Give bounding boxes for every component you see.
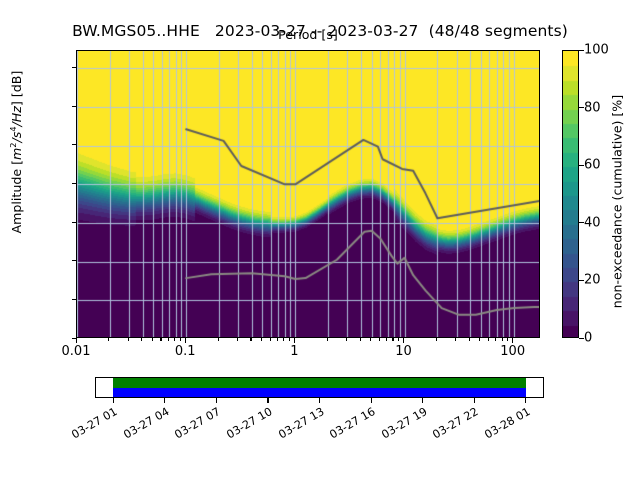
y-axis-tick-mark: [71, 105, 76, 107]
ppsd-plot-area: [76, 50, 540, 338]
noise-model-lines: [77, 51, 539, 337]
colorbar-tick-label: 100: [584, 42, 609, 58]
colorbar-tick-label: 60: [584, 157, 601, 173]
coverage-timeline: [95, 377, 544, 398]
x-axis-minor-tick-mark: [495, 338, 497, 341]
timeline-tick-label: 03-27 01: [69, 405, 120, 442]
x-axis-minor-tick-mark: [151, 338, 153, 341]
timeline-tick-label: 03-27 22: [430, 405, 481, 442]
x-axis-minor-tick-mark: [359, 338, 361, 341]
y-axis-tick-mark: [71, 144, 76, 146]
timeline-tick-mark: [164, 398, 166, 403]
colorbar-label: non-exceedance (cumulative) [%]: [609, 94, 625, 309]
x-axis-minor-tick-mark: [386, 338, 388, 341]
x-axis-minor-tick-mark: [167, 338, 169, 341]
colorbar-tick-mark: [579, 337, 584, 339]
y-axis-tick-mark: [71, 260, 76, 262]
x-axis-minor-tick-mark: [392, 338, 394, 341]
y-axis-tick-mark: [71, 221, 76, 223]
x-axis-minor-tick-mark: [501, 338, 503, 341]
x-axis-minor-tick-mark: [250, 338, 252, 341]
coverage-segment-upper: [113, 378, 526, 388]
colorbar-tick-mark: [579, 49, 584, 51]
x-axis-label: Period [s]: [278, 27, 338, 42]
timeline-tick-mark: [112, 398, 114, 403]
y-axis-tick-mark: [71, 298, 76, 300]
x-axis-tick-label: 100: [500, 344, 526, 359]
x-axis-tick-label: 1: [290, 344, 299, 359]
timeline-tick-mark: [319, 398, 321, 403]
timeline-tick-mark: [215, 398, 217, 403]
colorbar-tick-label: 0: [584, 330, 593, 346]
x-axis-minor-tick-mark: [370, 338, 372, 341]
y-axis-tick-mark: [71, 337, 76, 339]
colorbar-gradient: [563, 51, 578, 337]
x-axis-minor-tick-mark: [108, 338, 110, 341]
timeline-tick-mark: [422, 398, 424, 403]
timeline-tick-mark: [473, 398, 475, 403]
coverage-segment: [113, 378, 526, 397]
x-axis-minor-tick-mark: [260, 338, 263, 341]
x-axis-minor-tick-mark: [283, 338, 285, 341]
timeline-tick-label: 03-28 01: [482, 405, 533, 442]
timeline-tick-label: 03-27 19: [379, 405, 430, 442]
y-axis-tick-mark: [71, 182, 76, 184]
x-axis-minor-tick-mark: [479, 338, 481, 341]
page-title: BW.MGS05..HHE 2023-03-27 -- 2023-03-27 (…: [72, 22, 568, 40]
x-axis-minor-tick-mark: [378, 338, 380, 341]
timeline-tick-mark: [267, 398, 269, 403]
x-axis-minor-tick-mark: [179, 338, 181, 341]
x-axis-tick-label: 10: [395, 344, 412, 359]
x-axis-major-tick-mark: [403, 338, 405, 343]
x-axis-minor-tick-mark: [507, 338, 509, 341]
x-axis-minor-tick-mark: [174, 338, 176, 341]
y-axis-tick-mark: [71, 66, 76, 68]
x-axis-minor-tick-mark: [276, 338, 279, 341]
colorbar-tick-mark: [579, 222, 584, 224]
x-axis-minor-tick-mark: [326, 338, 328, 341]
x-axis-major-tick-mark: [75, 338, 77, 343]
x-axis-minor-tick-mark: [487, 338, 490, 341]
timeline-tick-label: 03-27 10: [224, 405, 275, 442]
timeline-tick-label: 03-27 07: [172, 405, 223, 442]
timeline-tick-mark: [370, 398, 372, 403]
colorbar-tick-label: 40: [584, 215, 601, 231]
timeline-tick-label: 03-27 16: [327, 405, 378, 442]
x-axis-minor-tick-mark: [288, 338, 290, 341]
x-axis-minor-tick-mark: [127, 338, 129, 341]
colorbar-tick-label: 80: [584, 100, 601, 116]
x-axis-minor-tick-mark: [236, 338, 238, 341]
x-axis-minor-tick-mark: [141, 338, 143, 341]
y-axis-label: Amplitude [m2/s4/Hz] [dB]: [7, 70, 25, 234]
x-axis-minor-tick-mark: [455, 338, 457, 341]
colorbar-tick-label: 20: [584, 272, 601, 288]
x-axis-major-tick-mark: [512, 338, 514, 343]
timeline-tick-label: 03-27 13: [275, 405, 326, 442]
x-axis-minor-tick-mark: [345, 338, 348, 341]
colorbar-tick-mark: [579, 279, 584, 281]
colorbar: [562, 50, 579, 338]
x-axis-major-tick-mark: [293, 338, 295, 343]
x-axis-minor-tick-mark: [217, 338, 219, 341]
x-axis-tick-label: 0.1: [174, 344, 196, 359]
x-axis-tick-label: 0.01: [61, 344, 91, 359]
colorbar-tick-mark: [579, 107, 584, 109]
x-axis-minor-tick-mark: [468, 338, 470, 341]
x-axis-minor-tick-mark: [160, 338, 162, 341]
coverage-segment-lower: [113, 387, 526, 397]
timeline-tick-mark: [525, 398, 527, 403]
colorbar-tick-mark: [579, 164, 584, 166]
x-axis-minor-tick-mark: [398, 338, 400, 341]
timeline-tick-label: 03-27 04: [121, 405, 172, 442]
x-axis-minor-tick-mark: [269, 338, 271, 341]
x-axis-minor-tick-mark: [435, 338, 437, 341]
x-axis-major-tick-mark: [184, 338, 186, 343]
